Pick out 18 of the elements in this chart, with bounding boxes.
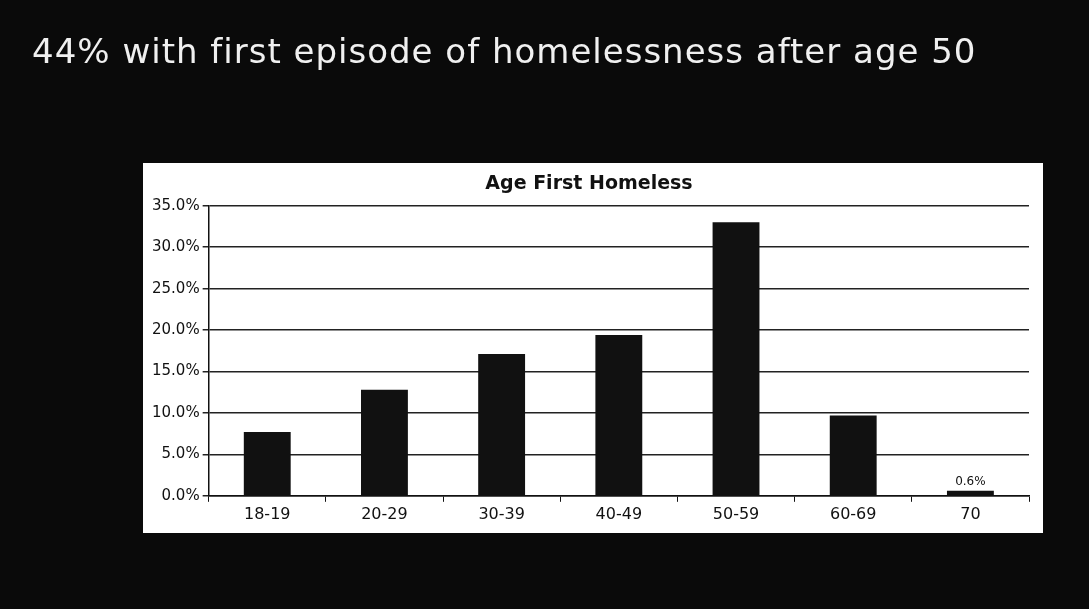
x-tick-label: 60-69 (829, 503, 877, 523)
x-tick-label: 20-29 (361, 503, 408, 523)
chart-subtitle: Age First Homeless (485, 171, 693, 194)
chart-title: 44% with first episode of homelessness after age 50 (32, 30, 978, 72)
y-tick-label: 30.0% (152, 237, 200, 256)
data-label: 0.6% (955, 473, 986, 488)
y-tick-label: 25.0% (152, 278, 200, 297)
y-tick-label: 35.0% (152, 195, 200, 214)
y-tick-label: 15.0% (152, 361, 200, 380)
x-tick-label: 40-49 (595, 503, 643, 523)
x-tick-label: 50-59 (712, 503, 760, 523)
x-tick-label: 18-19 (244, 503, 291, 523)
y-tick-label: 20.0% (152, 319, 200, 338)
y-tick-label: 5.0% (161, 444, 200, 463)
x-tick-label: 30-39 (478, 503, 525, 523)
x-tick-label: 70 (960, 503, 981, 523)
y-tick-label: 10.0% (152, 402, 200, 421)
y-tick-label: 0.0% (161, 485, 200, 504)
